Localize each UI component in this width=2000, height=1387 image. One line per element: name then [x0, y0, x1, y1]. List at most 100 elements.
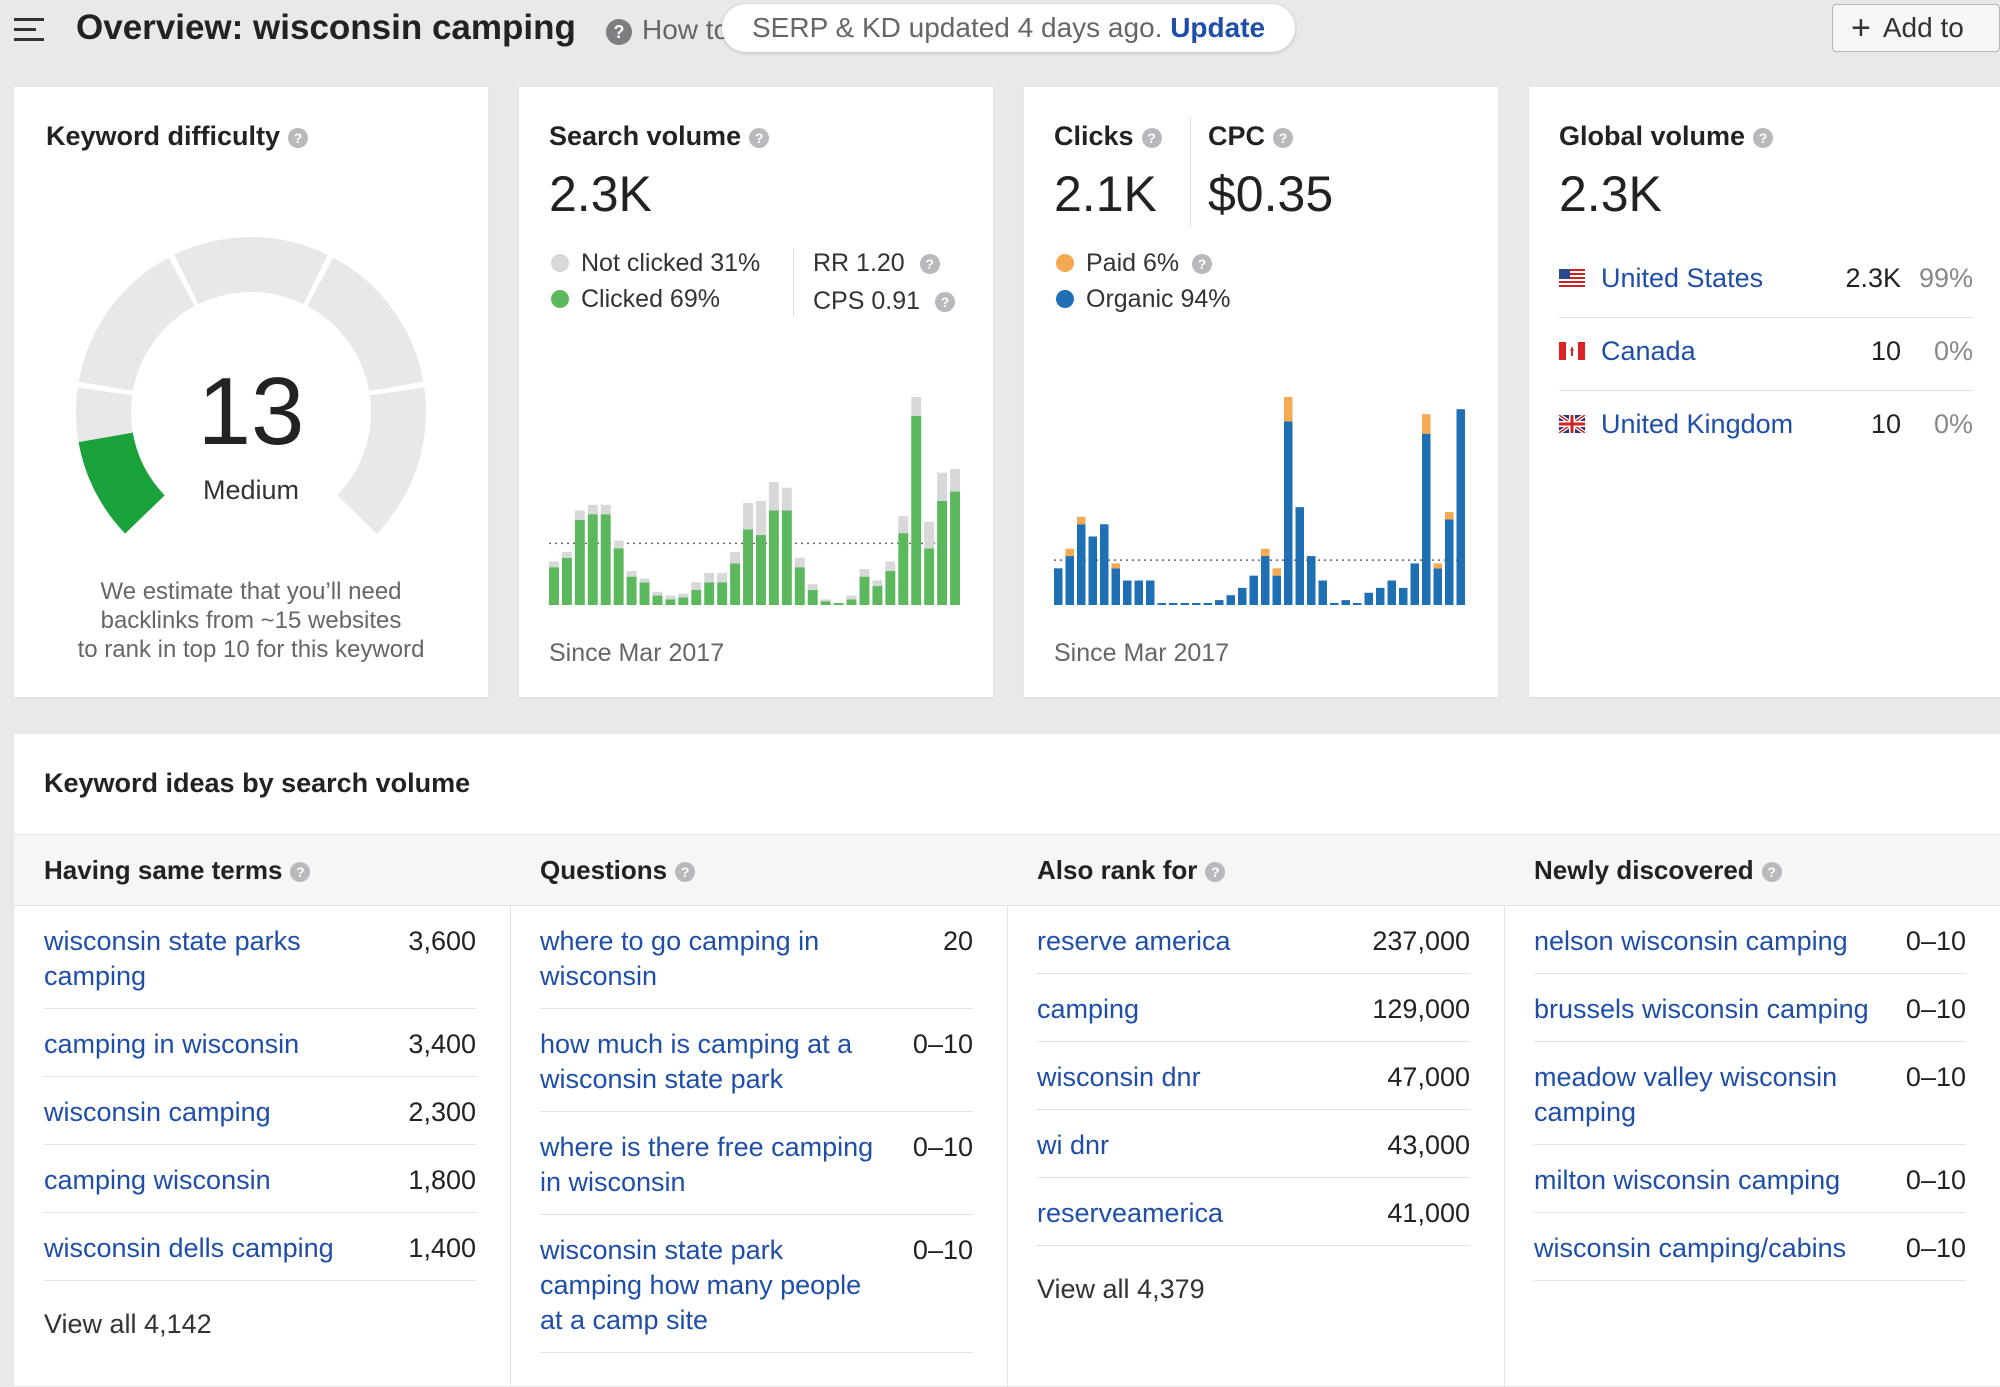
help-icon: ?	[606, 18, 632, 45]
bar-not-clicked	[768, 482, 779, 511]
update-link[interactable]: Update	[1170, 12, 1266, 43]
help-icon[interactable]: ?	[749, 128, 770, 148]
gauge-segments	[76, 237, 426, 534]
notice-text: SERP & KD updated 4 days ago.	[752, 12, 1163, 43]
bar-organic	[1054, 568, 1063, 605]
keyword-volume: 20	[942, 926, 973, 956]
clicks-value: 2.1K	[1054, 166, 1157, 222]
keyword-link[interactable]: camping wisconsin	[44, 1165, 271, 1195]
bar-not-clicked	[924, 521, 935, 549]
keyword-link[interactable]: wisconsin state park camping how many pe…	[540, 1235, 862, 1335]
bar-clicked	[561, 557, 572, 605]
keyword-link[interactable]: reserveamerica	[1037, 1198, 1224, 1228]
organic-dot-icon	[1056, 290, 1074, 308]
keyword-volume: 237,000	[1372, 926, 1470, 956]
bar-paid	[1422, 414, 1431, 434]
keyword-link[interactable]: wisconsin camping	[44, 1097, 271, 1127]
bar-organic	[1077, 524, 1086, 605]
bar-not-clicked	[574, 510, 585, 520]
country-row[interactable]: Canada 10 0%	[1559, 318, 1973, 391]
keyword-row: nelson wisconsin camping 0–10	[1534, 906, 1966, 974]
keyword-link[interactable]: reserve america	[1037, 926, 1231, 956]
kd-note-line: We estimate that you’ll need	[100, 578, 402, 605]
bar-organic	[1410, 563, 1419, 605]
column-heading: Questions?	[510, 835, 1007, 906]
bar-not-clicked	[743, 502, 753, 530]
keyword-volume: 3,600	[408, 926, 476, 956]
help-icon[interactable]: ?	[290, 862, 311, 883]
column-heading-label: Questions	[540, 855, 668, 885]
keyword-link[interactable]: wisconsin dnr	[1037, 1062, 1201, 1092]
help-icon[interactable]: ?	[1273, 128, 1294, 148]
search-volume-card: Search volume? 2.3K Not clicked 31% Clic…	[519, 87, 993, 697]
keyword-link[interactable]: wisconsin state parks camping	[44, 926, 301, 991]
ideas-column: Having same terms? wisconsin state parks …	[14, 834, 511, 1387]
country-name[interactable]: Canada	[1601, 336, 1696, 366]
keyword-row: where is there free camping in wisconsin…	[540, 1112, 973, 1215]
keyword-link[interactable]: where to go camping in wisconsin	[540, 926, 820, 991]
bar-baseline	[1180, 603, 1189, 605]
keyword-link[interactable]: camping	[1037, 994, 1140, 1024]
clicks-title: Clicks	[1054, 121, 1134, 151]
keyword-row: camping wisconsin 1,800	[44, 1145, 476, 1213]
country-volume: 2.3K	[1845, 263, 1901, 293]
bar-baseline	[1157, 603, 1166, 605]
bar-clicked	[872, 586, 883, 605]
keyword-volume: 0–10	[912, 1029, 973, 1059]
country-row[interactable]: United Kingdom 10 0%	[1559, 391, 1973, 463]
keyword-link[interactable]: milton wisconsin camping	[1534, 1165, 1841, 1195]
country-name[interactable]: United Kingdom	[1601, 409, 1794, 439]
bar-not-clicked	[950, 468, 960, 492]
keyword-link[interactable]: camping in wisconsin	[44, 1029, 300, 1059]
bar-organic	[1065, 556, 1074, 605]
us-flag-icon	[1559, 269, 1585, 287]
country-name[interactable]: United States	[1601, 263, 1764, 293]
help-icon[interactable]: ?	[1753, 128, 1774, 148]
ideas-column: Newly discovered? nelson wisconsin campin…	[1504, 834, 2000, 1387]
keyword-row: wi dnr 43,000	[1037, 1110, 1470, 1178]
view-all-link[interactable]: View all 4,379	[1037, 1274, 1205, 1304]
bar-not-clicked	[652, 591, 663, 596]
bar-organic	[1272, 575, 1281, 605]
page-title: Overview: wisconsin camping	[76, 8, 576, 47]
bar-organic	[1146, 580, 1155, 605]
keyword-link[interactable]: meadow valley wisconsin camping	[1534, 1062, 1838, 1127]
country-volume: 10	[1870, 336, 1901, 366]
keyword-volume: 2,300	[408, 1097, 476, 1127]
bar-clicked	[665, 599, 676, 605]
bar-clicked	[639, 582, 650, 605]
keyword-list: nelson wisconsin camping 0–10 brussels wis…	[1534, 906, 1966, 1281]
kd-note: We estimate that you’ll need backlinks f…	[44, 577, 458, 664]
help-icon[interactable]: ?	[1205, 862, 1226, 883]
country-row[interactable]: United States 2.3K 99%	[1559, 245, 1973, 318]
help-icon[interactable]: ?	[288, 128, 309, 148]
keyword-link[interactable]: nelson wisconsin camping	[1534, 926, 1848, 956]
clicks-cpc-divider	[1190, 117, 1191, 227]
bar-organic	[1399, 587, 1408, 605]
menu-icon[interactable]	[14, 18, 44, 42]
help-icon[interactable]: ?	[934, 292, 955, 313]
help-icon[interactable]: ?	[1192, 254, 1213, 275]
keyword-link[interactable]: how much is camping at a wisconsin state…	[540, 1029, 853, 1094]
add-to-button[interactable]: + Add to	[1832, 4, 2000, 52]
how-to-link[interactable]: ? How to	[606, 14, 729, 46]
bar-paid	[1284, 397, 1293, 422]
keyword-volume: 41,000	[1387, 1198, 1470, 1228]
help-icon[interactable]: ?	[1761, 862, 1782, 883]
help-icon[interactable]: ?	[919, 254, 940, 275]
add-to-label: Add to	[1882, 12, 1964, 43]
view-all-link[interactable]: View all 4,142	[44, 1309, 212, 1339]
keyword-link[interactable]: wisconsin camping/cabins	[1534, 1233, 1847, 1263]
keyword-row: brussels wisconsin camping 0–10	[1534, 974, 1966, 1042]
keyword-link[interactable]: brussels wisconsin camping	[1534, 994, 1869, 1024]
help-icon[interactable]: ?	[675, 862, 696, 883]
keyword-link[interactable]: where is there free camping in wisconsin	[540, 1132, 874, 1197]
bar-clicked	[807, 589, 818, 605]
bar-organic	[1422, 433, 1431, 605]
bar-organic	[1134, 580, 1143, 605]
bar-organic	[1295, 507, 1304, 605]
keyword-link[interactable]: wisconsin dells camping	[44, 1233, 334, 1263]
help-icon[interactable]: ?	[1141, 128, 1162, 148]
bar-not-clicked	[678, 593, 689, 598]
keyword-link[interactable]: wi dnr	[1037, 1130, 1110, 1160]
